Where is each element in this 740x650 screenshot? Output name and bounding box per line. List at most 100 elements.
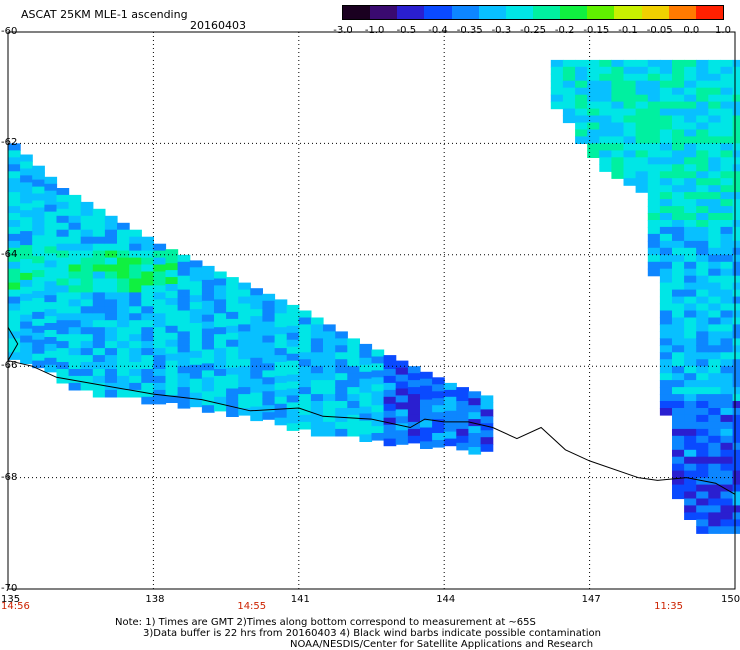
swath-cell — [165, 277, 179, 285]
swath-cell — [635, 108, 649, 117]
swath-cell — [562, 80, 576, 89]
swath-cell — [8, 220, 21, 228]
swath-cell — [68, 362, 82, 370]
swath-cell — [672, 387, 685, 395]
swath-cell — [672, 254, 685, 263]
swath-cell — [201, 384, 215, 392]
swath-cell — [720, 484, 734, 493]
swath-cell — [708, 366, 721, 374]
swath-cell — [672, 136, 685, 144]
swath-cell — [298, 394, 312, 402]
swath-cell — [347, 373, 360, 381]
swath-cell — [611, 143, 625, 151]
swath-cell — [371, 363, 385, 371]
swath-cell — [407, 373, 421, 381]
swath-cell — [56, 201, 70, 210]
swath-cell — [201, 300, 215, 309]
swath-cell — [562, 73, 576, 82]
swath-cell — [92, 341, 106, 349]
swath-cell — [20, 356, 33, 365]
swath-cell — [250, 350, 263, 359]
swath-cell — [587, 101, 600, 110]
swath-cell — [92, 229, 106, 238]
swath-cell — [732, 491, 740, 500]
swath-cell — [226, 318, 239, 327]
swath-cell — [587, 59, 600, 68]
swath-cell — [44, 225, 58, 234]
swath-cell — [177, 254, 191, 263]
y-tick-label: -70 — [1, 583, 18, 594]
swath-cell — [104, 250, 118, 259]
swath-cell — [323, 324, 336, 332]
swath-cell — [286, 360, 300, 369]
swath-cell — [684, 150, 697, 158]
swath-cell — [732, 157, 740, 165]
swath-cell — [141, 320, 154, 328]
swath-cell — [708, 115, 721, 124]
swath-cell — [189, 337, 203, 345]
swath-cell — [44, 302, 58, 310]
swath-cell — [226, 381, 239, 390]
swath-cell — [635, 87, 649, 96]
swath-cell — [8, 331, 21, 339]
swath-cell — [720, 296, 734, 305]
swath-cell — [696, 428, 709, 437]
swath-cell — [732, 87, 740, 96]
swath-cell — [720, 449, 734, 458]
swath-cell — [32, 179, 45, 188]
swath-cell — [720, 143, 734, 151]
swath-cell — [647, 192, 661, 200]
swath-cell — [444, 403, 457, 412]
swath-cell — [8, 296, 21, 305]
swath-cell — [672, 352, 685, 360]
note-line-1: Note: 1) Times are GMT 2)Times along bot… — [115, 617, 536, 628]
swath-cell — [262, 391, 276, 399]
swath-cell — [117, 222, 130, 231]
swath-cell — [611, 129, 625, 138]
x-tick-label: 141 — [290, 594, 310, 605]
swath-cell — [250, 330, 263, 338]
swath-cell — [359, 399, 373, 408]
swath-cell — [117, 299, 130, 307]
swath-cell — [672, 491, 685, 500]
swath-cell — [647, 108, 661, 117]
swath-cell — [647, 213, 661, 221]
swath-cell — [407, 366, 421, 374]
swath-cell — [647, 164, 661, 172]
swath-cell — [383, 382, 397, 391]
swath-cell — [8, 171, 21, 179]
swath-cell — [672, 261, 685, 270]
swath-cell — [696, 442, 709, 451]
swath-cell — [92, 264, 106, 273]
swath-cell — [720, 185, 734, 193]
swath-cell — [647, 73, 661, 82]
swath-cell — [684, 470, 697, 479]
swath-cell — [214, 327, 227, 335]
swath-cell — [286, 353, 300, 362]
swath-cell — [262, 342, 276, 351]
swath-cell — [68, 306, 82, 314]
swath-cell — [262, 349, 276, 358]
time-label: 14:55 — [237, 601, 267, 612]
swath-cell — [165, 291, 179, 299]
swath-cell — [444, 396, 457, 405]
swath-cell — [129, 369, 142, 377]
swath-cell — [575, 94, 588, 103]
swath-cell — [44, 323, 58, 331]
swath-cell — [696, 338, 709, 346]
swath-cell — [684, 296, 697, 305]
swath-cell — [732, 359, 740, 367]
swath-cell — [732, 129, 740, 138]
swath-cell — [323, 414, 336, 423]
swath-cell — [708, 226, 721, 235]
swath-cell — [347, 387, 360, 395]
swath-cell — [32, 172, 45, 181]
swath-cell — [684, 331, 697, 339]
swath-cell — [104, 236, 118, 245]
swath-cell — [201, 272, 215, 281]
colorbar-segment — [451, 6, 479, 19]
swath-cell — [286, 332, 300, 341]
swath-cell — [165, 304, 179, 313]
swath-cell — [56, 292, 70, 300]
time-label: 11:35 — [654, 601, 683, 612]
